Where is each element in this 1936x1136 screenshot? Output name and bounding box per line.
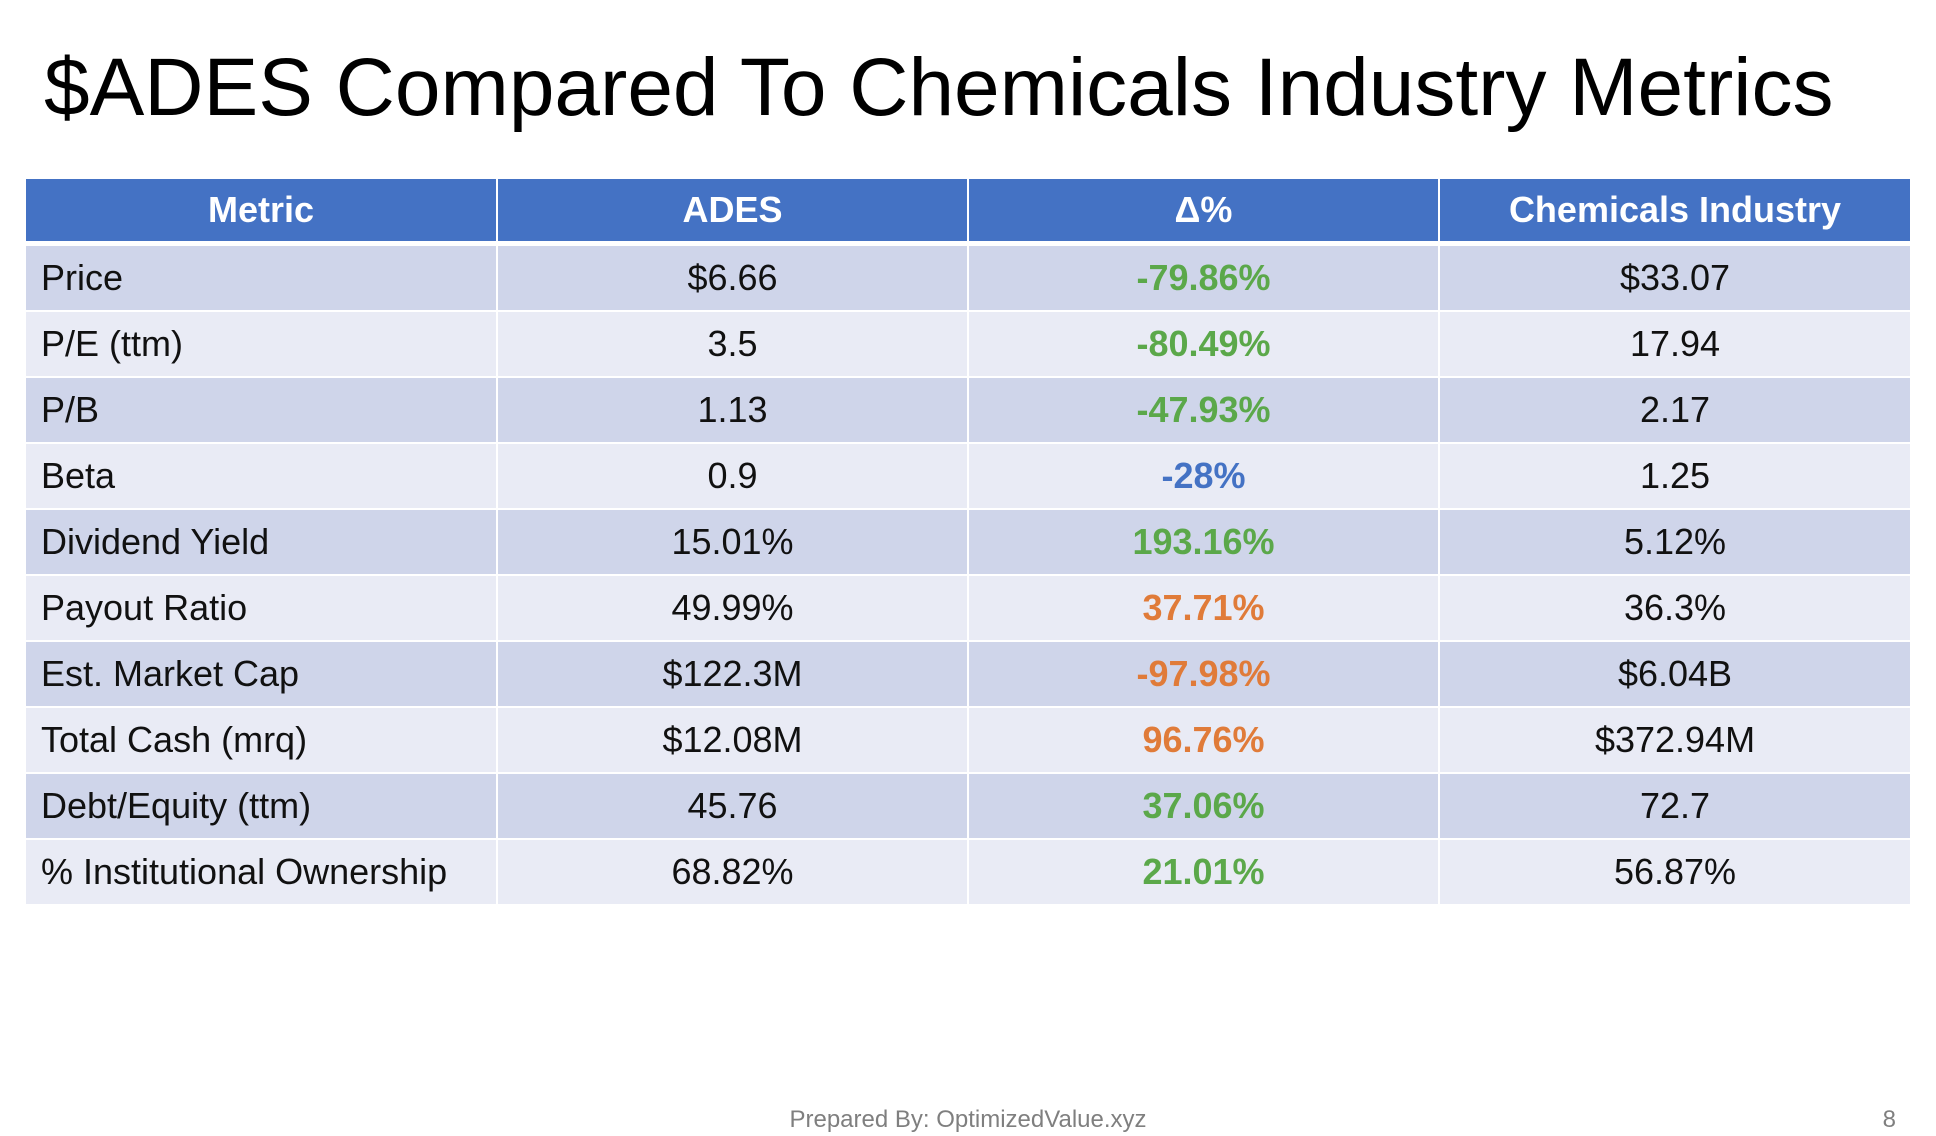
metric-name: P/B [26,376,498,444]
industry-value: $6.04B [1438,640,1910,708]
table-row: Est. Market Cap $122.3M -97.98% $6.04B [26,640,1910,708]
table-row: Debt/Equity (ttm) 45.76 37.06% 72.7 [26,772,1910,840]
delta-value: -79.86% [967,242,1440,312]
metric-name: Price [26,242,498,312]
industry-value: 17.94 [1438,310,1910,378]
metrics-table: Metric ADES Δ% Chemicals Industry Price … [26,179,1910,906]
metric-name: Total Cash (mrq) [26,706,498,774]
industry-value: 2.17 [1438,376,1910,444]
industry-value: 72.7 [1438,772,1910,840]
delta-value: 37.06% [967,772,1440,840]
metric-name: Payout Ratio [26,574,498,642]
metric-name: % Institutional Ownership [26,838,498,906]
industry-value: 1.25 [1438,442,1910,510]
table-row: Dividend Yield 15.01% 193.16% 5.12% [26,508,1910,576]
delta-value: -47.93% [967,376,1440,444]
ades-value: 0.9 [496,442,969,510]
ades-value: 3.5 [496,310,969,378]
table-row: % Institutional Ownership 68.82% 21.01% … [26,838,1910,906]
column-header-industry: Chemicals Industry [1438,179,1910,246]
table-row: P/B 1.13 -47.93% 2.17 [26,376,1910,444]
ades-value: $122.3M [496,640,969,708]
ades-value: 68.82% [496,838,969,906]
industry-value: 5.12% [1438,508,1910,576]
delta-value: 21.01% [967,838,1440,906]
metric-name: Debt/Equity (ttm) [26,772,498,840]
column-header-ades: ADES [496,179,969,246]
delta-value: 37.71% [967,574,1440,642]
industry-value: $33.07 [1438,242,1910,312]
table-row: Total Cash (mrq) $12.08M 96.76% $372.94M [26,706,1910,774]
industry-value: 56.87% [1438,838,1910,906]
slide-title: $ADES Compared To Chemicals Industry Met… [44,42,1834,133]
delta-value: -97.98% [967,640,1440,708]
table-row: Payout Ratio 49.99% 37.71% 36.3% [26,574,1910,642]
metric-name: Beta [26,442,498,510]
column-header-metric: Metric [26,179,498,246]
page-number: 8 [1882,1106,1896,1133]
metric-name: Est. Market Cap [26,640,498,708]
delta-value: -28% [967,442,1440,510]
industry-value: $372.94M [1438,706,1910,774]
ades-value: 49.99% [496,574,969,642]
ades-value: 45.76 [496,772,969,840]
delta-value: 96.76% [967,706,1440,774]
column-header-delta: Δ% [967,179,1440,246]
metric-name: Dividend Yield [26,508,498,576]
table-header-row: Metric ADES Δ% Chemicals Industry [26,179,1910,246]
industry-value: 36.3% [1438,574,1910,642]
table-row: Price $6.66 -79.86% $33.07 [26,242,1910,312]
ades-value: 15.01% [496,508,969,576]
ades-value: 1.13 [496,376,969,444]
ades-value: $12.08M [496,706,969,774]
footer-prepared-by: Prepared By: OptimizedValue.xyz [789,1106,1147,1133]
table-row: P/E (ttm) 3.5 -80.49% 17.94 [26,310,1910,378]
delta-value: 193.16% [967,508,1440,576]
delta-value: -80.49% [967,310,1440,378]
metric-name: P/E (ttm) [26,310,498,378]
table-row: Beta 0.9 -28% 1.25 [26,442,1910,510]
ades-value: $6.66 [496,242,969,312]
